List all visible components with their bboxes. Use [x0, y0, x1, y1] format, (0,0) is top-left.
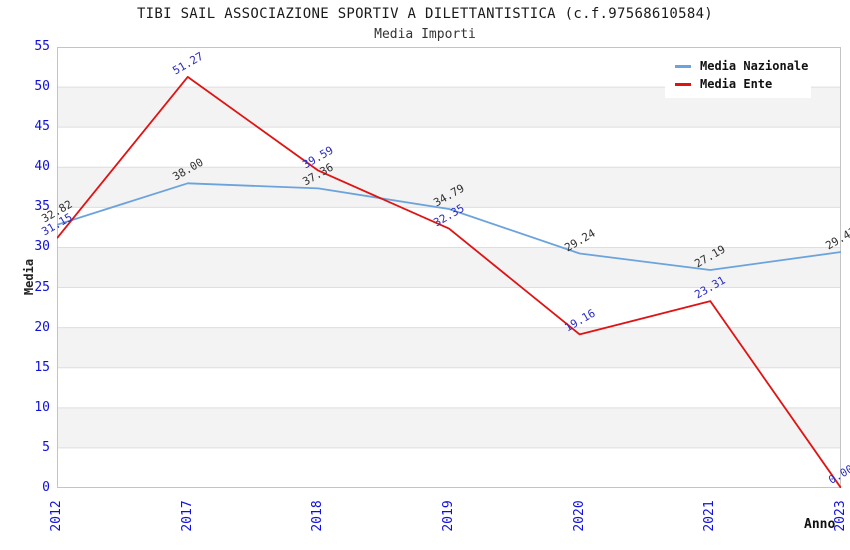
y-tick-label: 45	[34, 119, 50, 135]
plot-band	[57, 247, 841, 288]
media-ente-swatch	[675, 82, 691, 86]
y-tick-label: 35	[34, 199, 50, 215]
plot-svg	[56, 47, 842, 489]
y-tick-label: 20	[34, 319, 50, 335]
legend-label-media-nazionale: Media Nazionale	[700, 59, 809, 73]
y-tick-label: 0	[42, 480, 50, 495]
plot-band	[57, 327, 841, 368]
legend-label-media-ente: Media Ente	[700, 77, 773, 91]
plot-band	[57, 407, 841, 448]
legend-item-media-nazionale: Media Nazionale	[675, 59, 811, 73]
y-tick-label: 15	[34, 359, 50, 375]
x-axis-label: Anno	[804, 517, 836, 532]
y-tick-label: 25	[34, 279, 50, 295]
plot-band	[57, 167, 841, 208]
plot-area	[56, 47, 842, 489]
y-tick-label: 55	[34, 39, 50, 54]
media-nazionale-swatch	[675, 64, 691, 68]
x-tick-label: 2021	[702, 500, 718, 532]
x-tick-label: 2019	[441, 500, 456, 532]
x-tick-label: 2020	[571, 500, 587, 532]
x-tick-label: 2018	[310, 500, 326, 532]
legend-item-media-ente: Media Ente	[675, 77, 811, 91]
y-axis-label: Media	[22, 258, 36, 296]
chart-title: TIBI SAIL ASSOCIAZIONE SPORTIV A DILETTA…	[136, 6, 714, 22]
legend: Media Nazionale Media Ente	[665, 52, 811, 98]
y-tick-label: 40	[34, 159, 50, 175]
y-tick-label: 10	[34, 399, 50, 415]
y-tick-label: 30	[34, 239, 50, 255]
y-tick-label: 50	[34, 79, 50, 95]
x-tick-label: 2017	[179, 500, 195, 532]
x-tick-label: 2012	[49, 500, 64, 532]
x-tick-label: 2023	[833, 500, 848, 532]
media-nazionale-line	[56, 182, 842, 271]
chart-subtitle: Media Importi	[374, 27, 476, 42]
media-ente-line	[56, 75, 842, 489]
plot-frame	[57, 47, 841, 488]
y-tick-label: 5	[42, 439, 50, 455]
